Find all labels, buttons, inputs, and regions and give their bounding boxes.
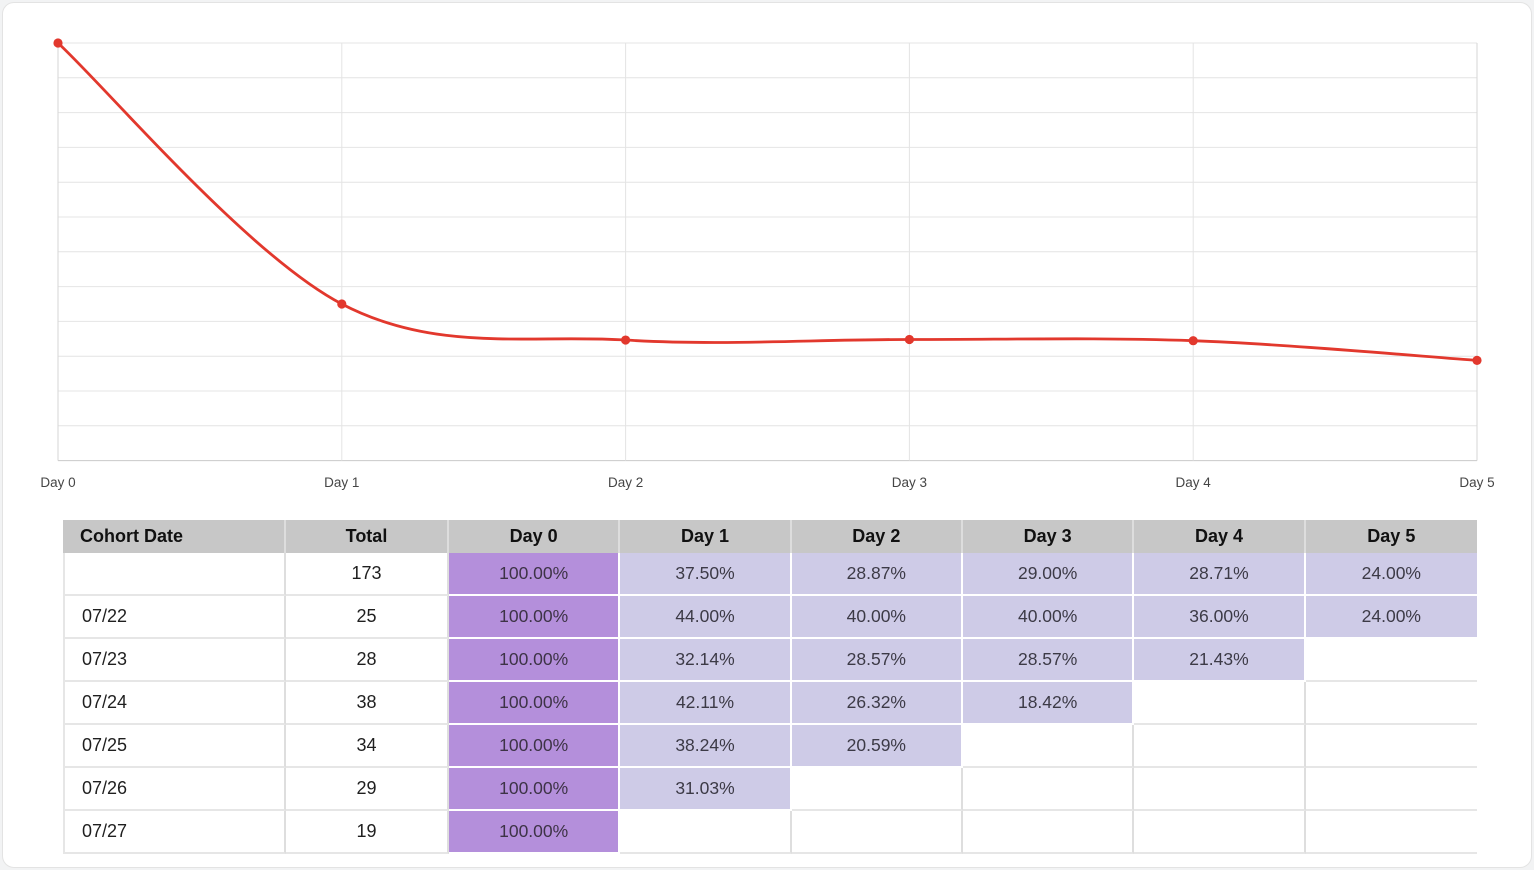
empty-cell-day-5: [1305, 682, 1477, 725]
retention-cell-day-1: 37.50%: [620, 553, 792, 596]
empty-cell-day-3: [962, 811, 1135, 854]
total-cell: 173: [286, 553, 449, 596]
retention-chart-area: Day 0 Day 1 Day 2 Day 3 Day 4 Day 5: [3, 3, 1531, 508]
cohort-row-07-26: 07/26 29 100.00% 31.03%: [63, 768, 1477, 811]
cohort-date-cell: 07/24: [63, 682, 286, 725]
cohort-row-07-22: 07/22 25 100.00% 44.00% 40.00% 40.00% 36.00% 24…: [63, 596, 1477, 639]
retention-cell-day-5: 24.00%: [1305, 553, 1477, 596]
empty-cell-day-5: [1305, 639, 1477, 682]
retention-line-chart: Day 0 Day 1 Day 2 Day 3 Day 4 Day 5: [40, 38, 1495, 490]
column-header-day-3: Day 3: [962, 520, 1135, 553]
empty-cell-day-5: [1305, 725, 1477, 768]
cohort-date-cell: 07/23: [63, 639, 286, 682]
retention-cell-day-0: 100.00%: [449, 553, 621, 596]
retention-cell-day-3: 40.00%: [962, 596, 1135, 639]
column-header-day-0: Day 0: [449, 520, 621, 553]
cohort-date-cell: [63, 553, 286, 596]
cohort-table-body: 173 100.00% 37.50% 28.87% 29.00% 28.71% 24.00%…: [63, 553, 1477, 854]
retention-cell-day-0: 100.00%: [449, 682, 621, 725]
empty-cell-day-5: [1305, 768, 1477, 811]
empty-cell-day-4: [1134, 725, 1306, 768]
cohort-row-07-25: 07/25 34 100.00% 38.24% 20.59%: [63, 725, 1477, 768]
data-point: [621, 335, 631, 345]
cohort-date-cell: 07/25: [63, 725, 286, 768]
retention-cell-day-2: 28.57%: [791, 639, 963, 682]
retention-cell-day-3: 18.42%: [962, 682, 1135, 725]
retention-cell-day-4: 21.43%: [1134, 639, 1306, 682]
retention-cell-day-2: 20.59%: [791, 725, 963, 768]
retention-cell-day-4: 28.71%: [1134, 553, 1306, 596]
retention-cell-day-0: 100.00%: [449, 639, 621, 682]
x-axis-tick-label: Day 5: [1459, 475, 1494, 490]
retention-cell-day-0: 100.00%: [449, 768, 621, 811]
x-axis-tick-label: Day 1: [324, 475, 359, 490]
cohort-row-07-24: 07/24 38 100.00% 42.11% 26.32% 18.42%: [63, 682, 1477, 725]
empty-cell-day-2: [791, 811, 963, 854]
retention-cell-day-3: 29.00%: [962, 553, 1135, 596]
retention-cell-day-3: 28.57%: [962, 639, 1135, 682]
data-point: [53, 38, 63, 48]
cohort-table: Cohort Date Total Day 0 Day 1 Day 2 Day 3 Day …: [63, 520, 1477, 854]
header-row: Cohort Date Total Day 0 Day 1 Day 2 Day 3 Day …: [63, 520, 1477, 553]
empty-cell-day-4: [1134, 811, 1306, 854]
column-header-day-4: Day 4: [1134, 520, 1306, 553]
average-row: 173 100.00% 37.50% 28.87% 29.00% 28.71% 24.00%: [63, 553, 1477, 596]
empty-cell-day-4: [1134, 682, 1306, 725]
column-header-total: Total: [286, 520, 449, 553]
empty-cell-day-3: [962, 725, 1135, 768]
x-axis-tick-label: Day 0: [40, 475, 75, 490]
column-header-day-5: Day 5: [1305, 520, 1477, 553]
retention-cell-day-0: 100.00%: [449, 596, 621, 639]
cohort-row-07-23: 07/23 28 100.00% 32.14% 28.57% 28.57% 21.43%: [63, 639, 1477, 682]
x-axis-tick-label: Day 3: [892, 475, 927, 490]
retention-cell-day-1: 38.24%: [620, 725, 792, 768]
data-point: [1188, 336, 1198, 346]
cohort-table-area: Cohort Date Total Day 0 Day 1 Day 2 Day 3 Day …: [63, 520, 1477, 854]
column-header-day-1: Day 1: [620, 520, 792, 553]
x-axis-tick-label: Day 4: [1176, 475, 1212, 490]
retention-series-line: [57, 41, 1478, 362]
retention-cell-day-2: 26.32%: [791, 682, 963, 725]
data-point: [337, 299, 347, 309]
empty-cell-day-4: [1134, 768, 1306, 811]
retention-cell-day-5: 24.00%: [1305, 596, 1477, 639]
column-header-cohort-date: Cohort Date: [63, 520, 286, 553]
cohort-row-07-27: 07/27 19 100.00%: [63, 811, 1477, 854]
retention-cell-day-0: 100.00%: [449, 725, 621, 768]
total-cell: 34: [286, 725, 449, 768]
retention-cell-day-0: 100.00%: [449, 811, 621, 854]
retention-cell-day-1: 32.14%: [620, 639, 792, 682]
column-header-day-2: Day 2: [791, 520, 963, 553]
empty-cell-day-1: [620, 811, 792, 854]
data-point: [904, 334, 915, 345]
data-point: [1472, 355, 1482, 365]
retention-cell-day-1: 31.03%: [620, 768, 792, 811]
empty-cell-day-2: [791, 768, 963, 811]
x-axis-tick-label: Day 2: [608, 475, 643, 490]
cohort-table-header: Cohort Date Total Day 0 Day 1 Day 2 Day 3 Day …: [63, 520, 1477, 553]
retention-cell-day-4: 36.00%: [1134, 596, 1306, 639]
total-cell: 19: [286, 811, 449, 854]
cohort-date-cell: 07/27: [63, 811, 286, 854]
retention-cell-day-1: 44.00%: [620, 596, 792, 639]
empty-cell-day-3: [962, 768, 1135, 811]
cohort-date-cell: 07/26: [63, 768, 286, 811]
empty-cell-day-5: [1305, 811, 1477, 854]
total-cell: 25: [286, 596, 449, 639]
retention-cell-day-1: 42.11%: [620, 682, 792, 725]
total-cell: 38: [286, 682, 449, 725]
cohort-date-cell: 07/22: [63, 596, 286, 639]
total-cell: 28: [286, 639, 449, 682]
retention-cell-day-2: 40.00%: [791, 596, 963, 639]
total-cell: 29: [286, 768, 449, 811]
retention-cell-day-2: 28.87%: [791, 553, 963, 596]
